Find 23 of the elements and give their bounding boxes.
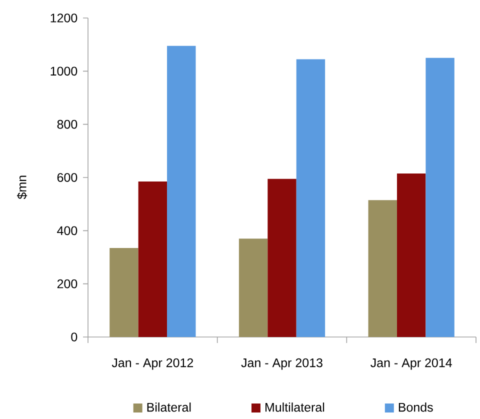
- bar: [138, 181, 168, 337]
- bar: [368, 200, 397, 337]
- y-tick-label: 1200: [50, 14, 78, 22]
- y-axis-title: $mn: [16, 176, 28, 200]
- x-tick-label: Jan - Apr 2014: [370, 358, 452, 370]
- x-tick-label: Jan - Apr 2012: [112, 358, 194, 370]
- legend-label: Multilateral: [265, 402, 324, 412]
- legend-label: Bonds: [398, 402, 433, 412]
- y-tick-label: 200: [57, 279, 78, 288]
- y-tick-label: 800: [57, 120, 78, 129]
- bar: [396, 174, 426, 337]
- legend-label: Bilateral: [147, 402, 191, 412]
- bar: [238, 238, 268, 337]
- bar: [296, 59, 326, 337]
- y-tick-label: 600: [57, 173, 78, 182]
- bar: [110, 248, 138, 337]
- bar: [426, 58, 454, 337]
- y-tick-label: 0: [71, 332, 78, 342]
- bar: [167, 46, 196, 337]
- y-tick-label: 400: [57, 226, 78, 236]
- y-tick-label: 1000: [50, 66, 78, 76]
- bar: [268, 178, 296, 337]
- x-tick-label: Jan - Apr 2013: [241, 358, 322, 370]
